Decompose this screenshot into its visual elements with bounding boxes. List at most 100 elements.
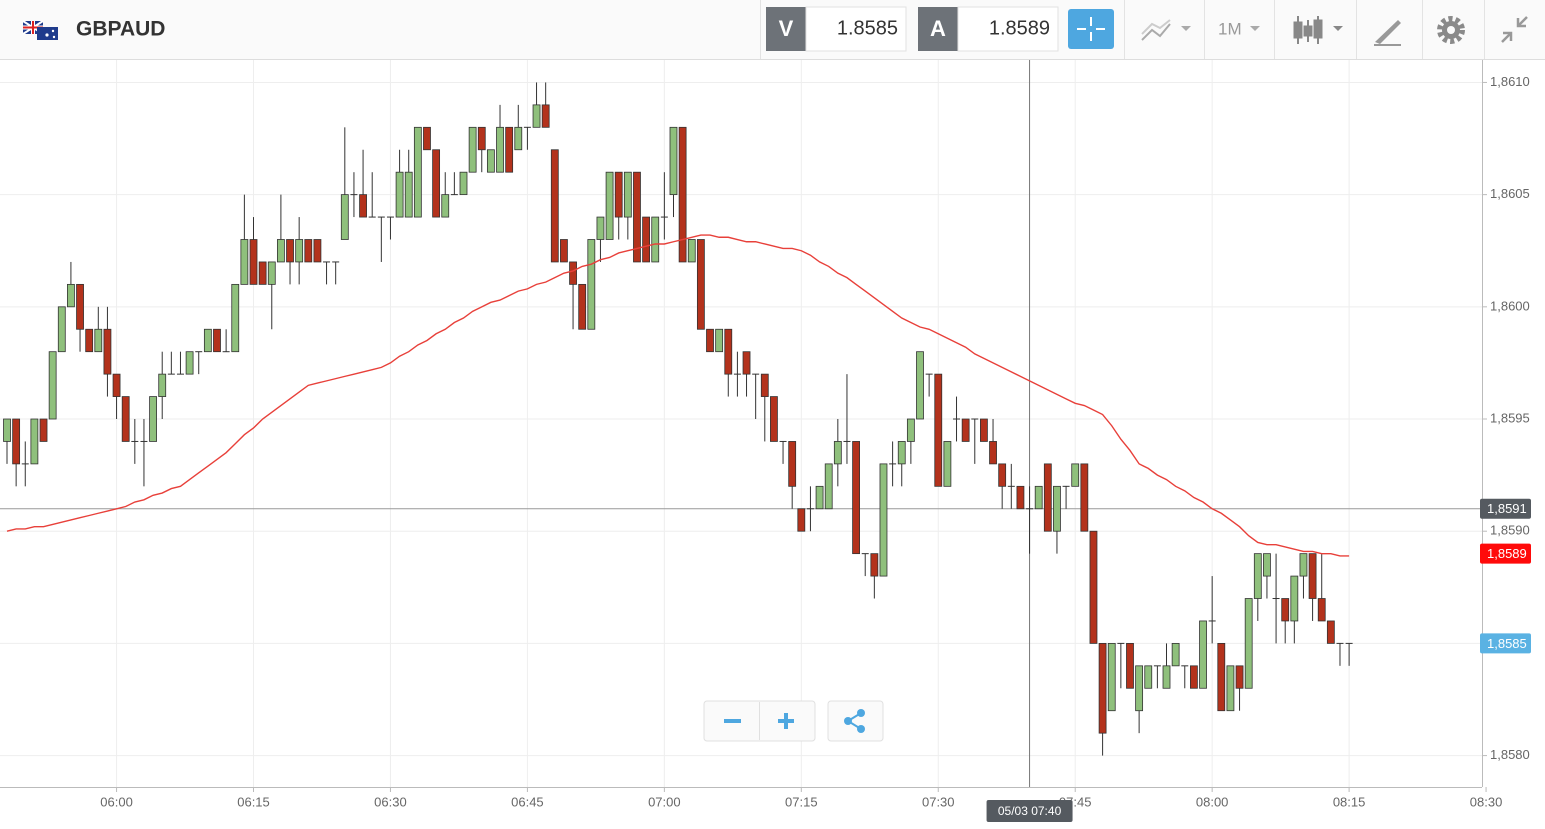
candle-body [441,194,450,218]
moving-average [6,234,1350,557]
candle-body [1043,463,1052,532]
candle-body [1089,530,1098,644]
candle-body [1336,642,1344,644]
settings-button[interactable] [1437,16,1465,44]
candle-body [423,126,431,151]
candle-body [167,373,175,375]
bid-badge[interactable] [766,7,806,51]
candle-body [532,104,541,128]
bid-box[interactable] [805,6,907,52]
candle-body [222,351,230,353]
candle-body [103,328,112,375]
candle-body [140,440,148,442]
candle-body [696,239,705,330]
marks [0,60,1482,787]
candle-body [496,126,504,173]
ask-box[interactable] [957,6,1059,52]
candle-body [1253,553,1262,599]
candle-body [121,396,130,442]
candle-body [541,104,550,128]
candle-body [560,239,568,263]
candle-body [313,239,322,263]
candle-body [815,485,824,510]
candle-body [395,171,404,218]
crosshair-price-label: 1,8591 [1487,501,1527,516]
share-button[interactable] [827,700,884,742]
crosshair-button[interactable] [1068,9,1114,49]
candle-body [477,126,486,151]
ask-label: A [930,16,946,41]
candle-body [30,418,39,465]
candle-body [605,171,614,240]
candle-body [843,440,851,442]
candle-body [112,373,121,397]
compare-button[interactable] [1141,19,1191,41]
ask-badge[interactable] [918,7,958,51]
candle-body [94,328,103,353]
candle-body [806,508,814,510]
separator [1204,0,1205,59]
crosshair-time-label: 05/03 07:40 [998,804,1062,818]
candle-body [989,441,997,465]
candle-body [213,328,221,353]
candle-body [57,306,66,353]
candle-body [12,418,21,465]
candle-body [1034,485,1043,510]
candle-body [3,418,11,442]
candle-body [788,441,797,487]
zoom-controls [703,700,884,742]
candle-body [377,216,385,218]
x-tick-label: 07:15 [785,794,818,809]
candle-body [1053,485,1061,532]
separator [1422,0,1423,59]
candle-body [1235,665,1244,689]
bid-price: 1.8585 [837,17,898,39]
candle-body [1281,598,1290,622]
ask-price: 1.8589 [989,17,1050,39]
candle-body [733,373,741,375]
candle-body [231,283,240,353]
candle-body [158,373,167,397]
candle-body [1062,485,1070,487]
collapse-button[interactable] [1501,16,1528,43]
y-tick-label: 1,8600 [1490,298,1530,313]
candle-body [833,441,842,465]
candle-body [459,171,468,196]
candle-body [678,126,687,263]
candle-body [332,261,340,263]
candle-body [1153,665,1161,667]
candle-body [724,328,733,375]
axes: 1,8610 1,8605 1,8600 1,8595 1,8590 1,8585 1,85… [100,74,1531,822]
timeframe-button[interactable]: 1M [1218,19,1260,38]
candle-body [1190,665,1198,689]
candle-body [514,126,523,151]
candle-body [742,351,751,375]
separator [1484,0,1485,59]
candle-body [1326,620,1335,644]
candle-body [614,171,623,218]
zoom-in-button[interactable] [778,713,794,729]
candle-body [486,149,495,173]
crosshair-price-box [1480,498,1531,519]
last-price-label: 1,8585 [1487,636,1527,651]
candle-body [1071,463,1080,487]
candle-body [1026,508,1034,510]
candle-body [1135,665,1144,712]
candle-body [185,351,194,375]
candle-body [752,373,760,375]
candle-body [852,441,860,555]
candle-body [1308,553,1317,599]
separator [1124,0,1125,59]
candle-body [824,463,833,510]
candle-body [623,171,632,218]
candle-body [669,126,678,196]
draw-button[interactable] [1374,20,1401,46]
candle-body [432,149,441,218]
candle-body [651,216,660,263]
candle-body [971,418,979,420]
chart-type-button[interactable] [1293,16,1343,44]
x-tick-label: 06:30 [374,794,407,809]
separator [1274,0,1275,59]
zoom-out-button[interactable] [724,719,741,723]
